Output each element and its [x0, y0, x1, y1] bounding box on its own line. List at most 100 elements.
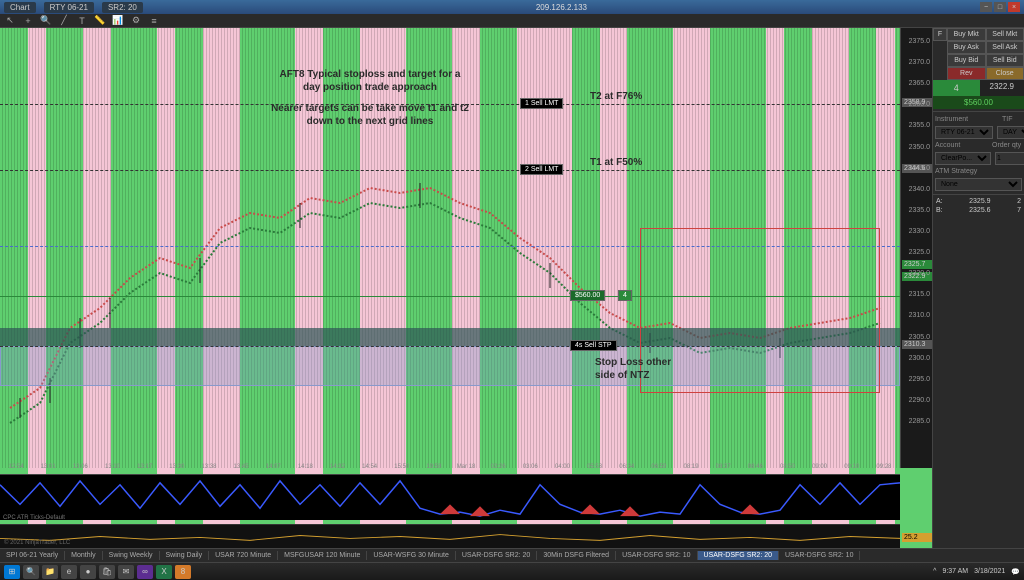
chart-tab[interactable]: USAR-WSFG 30 Minute [367, 551, 455, 560]
text-icon[interactable]: T [76, 15, 88, 27]
price-tick: 2320.0 [909, 270, 930, 277]
sell-ask-button[interactable]: Sell Ask [986, 41, 1024, 54]
current-price: 2322.9 [980, 80, 1024, 96]
time-tick: 13:01 [32, 464, 64, 474]
tif-select[interactable]: DAY [997, 126, 1024, 139]
pnl-tag: $560.00 [570, 290, 605, 301]
sell-bid-button[interactable]: Sell Bid [986, 54, 1024, 67]
time-axis: 12:5413:0113:0613:1013:1713:3013:3813:45… [0, 464, 900, 474]
sell-stop-label[interactable]: 4s Sell STP [570, 340, 617, 351]
sell-limit-2-label[interactable]: 2 Sell LMT [520, 164, 563, 175]
window-controls: − □ × [980, 2, 1020, 12]
chart-tab[interactable]: USAR-DSFG SR2: 10 [779, 551, 860, 560]
atm-strategy-select[interactable]: None [935, 178, 1022, 191]
instrument-label: Instrument [933, 114, 1000, 125]
tray-chevron-icon[interactable]: ^ [933, 568, 936, 575]
unrealized-pnl: $560.00 [933, 96, 1024, 109]
buy-ask-button[interactable]: Buy Ask [947, 41, 986, 54]
chrome-icon[interactable]: ● [80, 565, 96, 579]
order-qty-label: Order qty [990, 140, 1024, 151]
price-tick: 2360.0 [909, 101, 930, 108]
connection-label: 209.126.2.133 [536, 3, 587, 12]
reverse-button[interactable]: Rev [947, 67, 986, 80]
buy-bid-button[interactable]: Buy Bid [947, 54, 986, 67]
sell-mkt-button[interactable]: Sell Mkt [986, 28, 1024, 41]
price-tick: 2295.0 [909, 376, 930, 383]
t1-line [0, 170, 900, 171]
excel-icon[interactable]: X [156, 565, 172, 579]
data-series-icon[interactable]: ≡ [148, 15, 160, 27]
time-tick: 15:50 [386, 464, 418, 474]
indicator-icon[interactable]: ⚙ [130, 15, 142, 27]
time-tick: 13:30 [161, 464, 193, 474]
maximize-button[interactable]: □ [994, 2, 1006, 12]
chart-tab[interactable]: SPI 06-21 Yearly [0, 551, 65, 560]
time-tick: 13:38 [193, 464, 225, 474]
vs-icon[interactable]: ∞ [137, 565, 153, 579]
chart-toolbar: ↖ + 🔍 ╱ T 📏 📊 ⚙ ≡ [0, 14, 1024, 28]
buy-mkt-button[interactable]: Buy Mkt [947, 28, 986, 41]
explorer-icon[interactable]: 📁 [42, 565, 58, 579]
price-axis: 2358.9 2344.6 2325.7 2322.9 2310.3 2375.… [900, 28, 932, 468]
copyright-label: © 2021 NinjaTrader, LLC [4, 540, 70, 546]
chart-tab[interactable]: USAR-DSFG SR2: 10 [616, 551, 697, 560]
clock-time[interactable]: 9:37 AM [942, 568, 968, 575]
px1-marker: 2325.7 [902, 260, 932, 269]
close-button[interactable]: × [1008, 2, 1020, 12]
indicator-panel: 33.33 [0, 474, 900, 520]
indicator-name-label: CPC ATR Ticks-Default [3, 515, 65, 521]
sell-limit-1-label[interactable]: 1 Sell LMT [520, 98, 563, 109]
mail-icon[interactable]: ✉ [118, 565, 134, 579]
chart-tab[interactable]: Monthly [65, 551, 103, 560]
price-tick: 2350.0 [909, 144, 930, 151]
zoom-icon[interactable]: 🔍 [40, 15, 52, 27]
price-tick: 2345.0 [909, 165, 930, 172]
draw-line-icon[interactable]: ╱ [58, 15, 70, 27]
main-layout: 1 Sell LMT 2 Sell LMT 4s Sell STP $560.0… [0, 28, 1024, 548]
chart-tab[interactable]: USAR-DSFG SR2: 20 [456, 551, 537, 560]
crosshair-icon[interactable]: + [22, 15, 34, 27]
cursor-icon[interactable]: ↖ [4, 15, 16, 27]
chart-tab[interactable]: Swing Weekly [103, 551, 160, 560]
close-position-button[interactable]: Close [986, 67, 1024, 80]
order-qty-input[interactable] [995, 152, 1024, 165]
chart-tab[interactable]: Swing Daily [160, 551, 210, 560]
order-entry-panel: F Buy Mkt Sell Mkt Buy Ask Sell Ask Buy … [932, 28, 1024, 548]
time-tick: 19:58 [418, 464, 450, 474]
search-icon[interactable]: 🔍 [23, 565, 39, 579]
sr-selector[interactable]: SR2: 20 [102, 2, 143, 13]
main-annotation-line2: Nearer targets can be take move t1 and t… [270, 102, 470, 128]
chart-tab[interactable]: USAR 720 Minute [209, 551, 278, 560]
f-toggle[interactable]: F [933, 28, 947, 41]
ruler-icon[interactable]: 📏 [94, 15, 106, 27]
chart-tab[interactable]: 30Min DSFG Filtered [537, 551, 616, 560]
clock-date[interactable]: 3/18/2021 [974, 568, 1005, 575]
chart-area[interactable]: 1 Sell LMT 2 Sell LMT 4s Sell STP $560.0… [0, 28, 932, 548]
time-tick: 14:54 [354, 464, 386, 474]
store-icon[interactable]: 🛍 [99, 565, 115, 579]
window-titlebar: Chart RTY 06-21 SR2: 20 209.126.2.133 − … [0, 0, 1024, 14]
time-tick: 08:46 [739, 464, 771, 474]
instrument-select[interactable]: RTY 06-21 [935, 126, 993, 139]
vol-value: 25.2 [902, 533, 932, 542]
chart-tab[interactable]: MSFGUSAR 120 Minute [278, 551, 367, 560]
app-icon[interactable]: 8 [175, 565, 191, 579]
chart-tab[interactable]: USAR-DSFG SR2: 20 [698, 551, 779, 560]
main-annotation-line1: AFT8 Typical stoploss and target for a d… [270, 68, 470, 94]
notification-icon[interactable]: 💬 [1011, 568, 1020, 576]
price-tick: 2310.0 [909, 312, 930, 319]
price-tick: 2290.0 [909, 397, 930, 404]
time-tick: 08:50 [771, 464, 803, 474]
blue-dash-line [0, 246, 900, 247]
edge-icon[interactable]: e [61, 565, 77, 579]
instrument-selector[interactable]: RTY 06-21 [44, 2, 94, 13]
price-tick: 2305.0 [909, 334, 930, 341]
t2-annotation: T2 at F76% [590, 90, 650, 103]
start-button[interactable]: ⊞ [4, 565, 20, 579]
time-tick: 09:00 [804, 464, 836, 474]
chart-tab[interactable]: Chart [4, 2, 36, 13]
minimize-button[interactable]: − [980, 2, 992, 12]
chart-type-icon[interactable]: 📊 [112, 15, 124, 27]
account-select[interactable]: ClearPo... [935, 152, 991, 165]
position-b-row: B: 2325.6 7 [933, 206, 1024, 215]
